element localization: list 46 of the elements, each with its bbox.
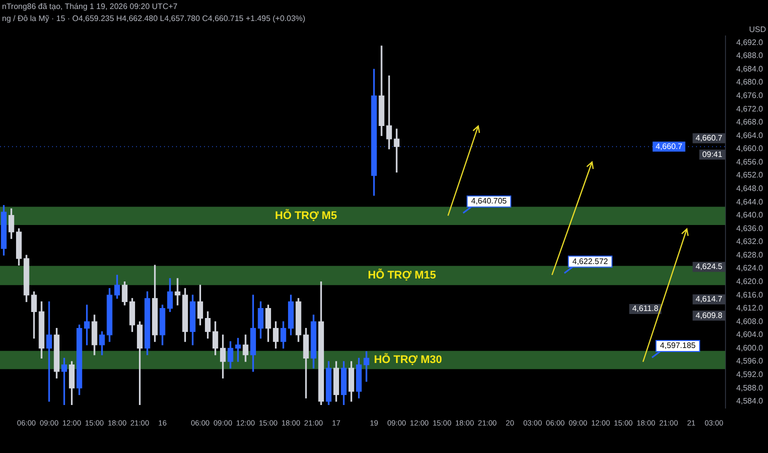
annotation: 4,611.8 — [632, 304, 659, 314]
y-tick-label: 4,588.0 — [736, 383, 764, 392]
y-tick-label: 4,668.0 — [736, 118, 764, 127]
band-label: HỖ TRỢ M5 — [275, 208, 337, 222]
text: USD — [749, 25, 766, 34]
annotation: 4,614.7 — [696, 294, 723, 304]
y-tick-label: 4,620.0 — [736, 276, 764, 286]
y-tick-label: 4,676.0 — [736, 90, 764, 100]
y-tick-label: 4,660.0 — [736, 144, 764, 154]
text: ng / Đô la Mỹ · 15 · O4,659.235 H4,662.480 L4,657.780 C4,660.715 +1.495 (+0.03%) — [2, 14, 306, 24]
y-tick-label: 4,640.0 — [736, 210, 764, 220]
y-tick-label: 4,632.0 — [736, 237, 764, 246]
y-tick-label: 4,612.0 — [736, 304, 764, 313]
annotation: 4,597.185 — [660, 341, 696, 350]
y-tick-label: 4,584.0 — [736, 396, 764, 406]
y-tick-label: 4,664.0 — [736, 130, 764, 140]
annotation: 4,622.572 — [572, 256, 609, 266]
annotation: 4,624.5 — [696, 262, 723, 272]
y-tick-label: 4,596.0 — [736, 356, 764, 366]
y-tick-label: 4,680.0 — [736, 78, 764, 87]
annotation: 09:41 — [702, 150, 723, 159]
ref-line-label: 4,660.7 — [656, 142, 683, 151]
y-tick-label: 4,684.0 — [736, 64, 764, 74]
y-tick-label: 4,608.0 — [736, 316, 764, 326]
y-tick-label: 4,616.0 — [736, 290, 764, 300]
band-label: HỖ TRỢ M30 — [374, 353, 442, 366]
candlestick — [364, 351, 370, 382]
y-tick-label: 4,692.0 — [736, 38, 764, 47]
y-tick-label: 4,624.0 — [736, 264, 764, 273]
text: nTrong86 đã tạo, Tháng 1 19, 2026 09:20 UTC+7 — [2, 2, 178, 12]
y-tick-label: 4,688.0 — [736, 51, 764, 60]
annotation: 4,609.8 — [696, 310, 723, 320]
y-tick-label: 4,672.0 — [736, 104, 764, 114]
band-label: HỖ TRỢ M15 — [368, 268, 436, 282]
y-tick-label: 4,600.0 — [736, 343, 764, 352]
y-tick-label: 4,644.0 — [736, 197, 764, 206]
y-tick-label: 4,656.0 — [736, 157, 764, 166]
y-tick-label: 4,604.0 — [736, 330, 764, 340]
y-tick-label: 4,628.0 — [736, 250, 764, 260]
y-tick-label: 4,648.0 — [736, 184, 764, 193]
y-tick-label: 4,636.0 — [736, 224, 764, 233]
y-tick-label: 4,592.0 — [736, 370, 764, 379]
annotation: 4,640.705 — [471, 196, 508, 206]
y-tick-label: 4,652.0 — [736, 170, 764, 180]
annotation: 4,660.7 — [696, 134, 723, 143]
candlestick — [174, 278, 180, 306]
